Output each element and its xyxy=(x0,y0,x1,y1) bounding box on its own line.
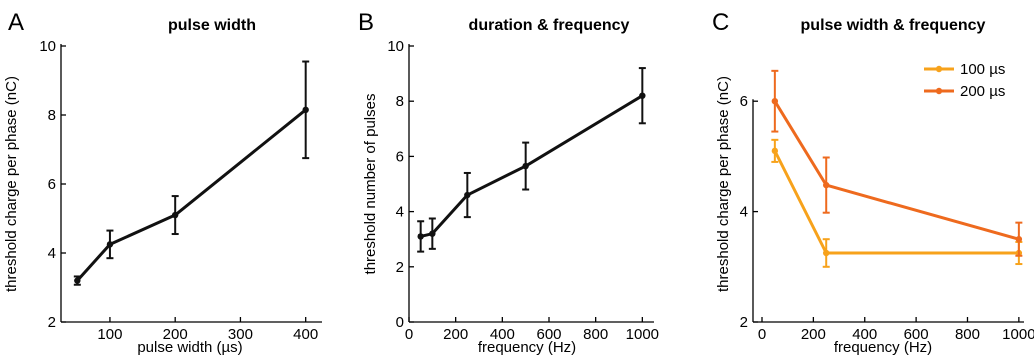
data-point xyxy=(106,241,114,248)
data-point xyxy=(74,277,81,284)
x-tick-label: 1000 xyxy=(626,326,659,343)
y-axis-label: threshold charge per phase (nC) xyxy=(3,76,20,292)
data-point xyxy=(302,106,309,114)
x-tick-label: 300 xyxy=(228,326,253,343)
panel-letter: C xyxy=(712,9,729,36)
y-tick-label: 10 xyxy=(39,38,56,55)
data-point xyxy=(417,233,424,240)
y-tick-label: 8 xyxy=(48,107,56,124)
y-tick-label: 6 xyxy=(48,176,56,193)
legend-label: 200 µs xyxy=(960,83,1005,100)
data-point xyxy=(771,147,779,155)
y-tick-label: 6 xyxy=(396,148,404,165)
y-tick-label: 4 xyxy=(740,204,748,221)
data-point xyxy=(522,162,529,170)
legend: 100 µs 200 µs xyxy=(924,61,1005,100)
chart-title: pulse width & frequency xyxy=(801,17,986,34)
data-point xyxy=(464,191,471,199)
x-tick-label: 200 xyxy=(801,326,826,343)
x-tick-label: 0 xyxy=(758,326,766,343)
y-tick-label: 4 xyxy=(48,245,56,262)
series-line xyxy=(773,100,1020,241)
series-200-s xyxy=(771,69,1023,257)
chart-title: duration & frequency xyxy=(469,17,630,34)
x-tick-label: 600 xyxy=(904,326,929,343)
y-tick-label: 2 xyxy=(740,314,748,331)
data-point xyxy=(771,98,779,105)
legend-label: 100 µs xyxy=(960,61,1005,78)
y-tick-label: 2 xyxy=(396,259,404,276)
panel-letter: B xyxy=(358,9,374,36)
series-line xyxy=(773,150,1019,255)
panel-letter: A xyxy=(8,9,24,36)
series-line xyxy=(76,108,307,282)
data-point xyxy=(823,249,830,257)
x-tick-label: 800 xyxy=(583,326,608,343)
legend-marker xyxy=(935,65,943,73)
data-point xyxy=(429,230,436,237)
series-0 xyxy=(417,67,646,253)
x-tick-label: 400 xyxy=(293,326,318,343)
series-line xyxy=(420,94,644,238)
x-tick-label: 600 xyxy=(536,326,561,343)
x-axis-label: pulse width (µs) xyxy=(137,339,242,356)
x-tick-label: 1000 xyxy=(1002,326,1034,343)
x-tick-label: 200 xyxy=(163,326,188,343)
legend-marker xyxy=(935,87,943,95)
y-tick-label: 2 xyxy=(48,314,56,331)
y-axis-label: threshold charge per phase (nC) xyxy=(715,76,732,292)
x-tick-label: 400 xyxy=(852,326,877,343)
x-axis-label: frequency (Hz) xyxy=(478,339,576,356)
series-0 xyxy=(73,60,310,286)
x-tick-label: 200 xyxy=(443,326,468,343)
x-tick-label: 100 xyxy=(97,326,122,343)
y-tick-label: 8 xyxy=(396,93,404,110)
y-tick-label: 4 xyxy=(396,204,404,221)
data-point xyxy=(171,211,179,219)
x-tick-label: 400 xyxy=(490,326,515,343)
y-tick-label: 6 xyxy=(740,93,748,110)
chart-title: pulse width xyxy=(168,17,256,34)
x-tick-label: 0 xyxy=(405,326,413,343)
data-point xyxy=(639,92,646,99)
data-point xyxy=(1015,236,1023,243)
x-axis-label: frequency (Hz) xyxy=(834,339,932,356)
data-point xyxy=(823,181,830,189)
y-tick-label: 10 xyxy=(387,38,404,55)
y-tick-label: 0 xyxy=(396,314,404,331)
x-tick-label: 800 xyxy=(955,326,980,343)
y-axis-label: threshold number of pulses xyxy=(362,94,379,275)
